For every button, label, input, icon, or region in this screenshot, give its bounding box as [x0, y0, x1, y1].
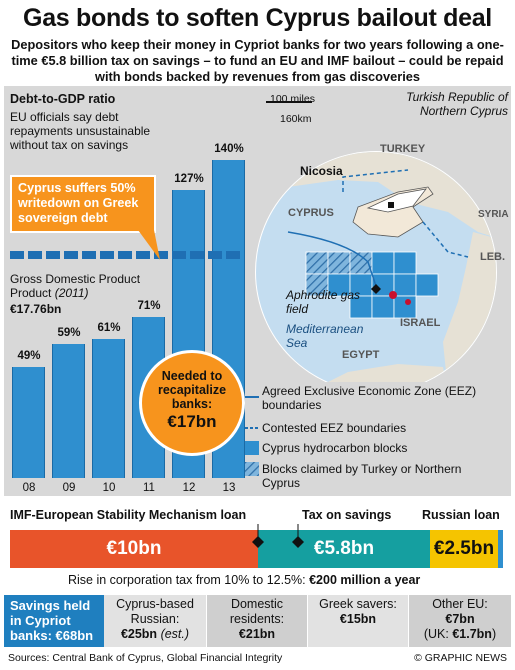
savings-heading: Savings held in Cypriot banks: €68bn	[4, 595, 104, 647]
scale-km: 160km	[280, 113, 312, 125]
savings-russian-value: €25bn	[120, 627, 158, 641]
blocks-legend-label: Cyprus hydrocarbon blocks	[262, 441, 408, 455]
loan-markers	[252, 524, 304, 548]
page-subtitle: Depositors who keep their money in Cypri…	[11, 37, 504, 84]
gdp-reference-line	[10, 251, 242, 259]
savings-greek-value: €15bn	[339, 612, 377, 626]
debt-bar-year-label: 11	[143, 482, 155, 494]
blocks-legend-symbol	[245, 441, 259, 455]
debt-bar	[92, 339, 125, 478]
contested-legend-label: Contested EEZ boundaries	[262, 421, 407, 435]
debt-bar-value-label: 71%	[137, 299, 161, 312]
corp-tax-value: €200 million a year	[309, 573, 421, 587]
callout-pointer	[138, 230, 160, 260]
savings-greek: Greek savers: €15bn	[308, 595, 408, 647]
savings-domestic: Domestic residents: €21bn	[207, 595, 307, 647]
recap-value: €17bn	[167, 412, 217, 431]
eez-boundary	[287, 231, 379, 293]
claimed-legend-label: Blocks claimed by Turkey or Northern Cyp…	[262, 462, 462, 490]
leb-label: LEB.	[480, 251, 506, 263]
debt-bar	[12, 366, 45, 478]
savings-russian: Cyprus-based Russian: €25bn (est.)	[104, 595, 206, 647]
debt-bar-value-label: 127%	[174, 172, 204, 185]
debt-bar-year-label: 13	[222, 482, 236, 494]
recap-line2: recapitalize	[157, 383, 227, 397]
debt-bar-value-label: 49%	[17, 349, 41, 362]
hydrocarbon-blocks	[305, 251, 439, 319]
scale-miles: 100 miles	[270, 93, 315, 105]
debt-bar-value-label: 61%	[97, 322, 121, 335]
israel-gas-field	[389, 291, 397, 299]
savings-russian-label: Cyprus-based Russian:	[116, 597, 194, 626]
gdp-value: €17.76bn	[10, 302, 62, 316]
debt-bar-year-label: 10	[102, 482, 116, 494]
recap-line3: banks:	[171, 397, 213, 411]
claimed-legend-symbol	[245, 462, 259, 476]
chart-note: EU officials say debt repayments unsusta…	[10, 110, 151, 152]
israel-label: ISRAEL	[400, 317, 441, 329]
russian-loan-heading: Russian loan	[422, 508, 500, 522]
debt-bar	[52, 343, 85, 478]
aphrodite-marker	[371, 284, 381, 294]
page-title: Gas bonds to soften Cyprus bailout deal	[23, 4, 492, 32]
savings-other-label: Other EU:	[432, 597, 488, 611]
savings-greek-label: Greek savers:	[319, 597, 397, 611]
savings-domestic-value: €21bn	[238, 627, 276, 641]
egypt-land	[308, 364, 448, 382]
recap-line1: Needed to	[161, 369, 223, 383]
egypt-label: EGYPT	[342, 349, 380, 361]
sources: Sources: Central Bank of Cyprus, Global …	[8, 652, 283, 664]
eez-legend-label: Agreed Exclusive Economic Zone (EEZ) bou…	[262, 384, 477, 412]
northern-cyprus-label: Turkish Republic of Northern Cyprus	[406, 90, 508, 118]
debt-bar-year-label: 08	[22, 482, 36, 494]
tax-heading: Tax on savings	[302, 508, 392, 522]
savings-russian-note: (est.)	[160, 627, 190, 641]
contested-legend-symbol	[245, 427, 259, 429]
imf-loan-bar: €10bn	[10, 530, 258, 568]
turkey-label: TURKEY	[380, 143, 426, 155]
gdp-year: (2011)	[54, 286, 89, 300]
cyprus-map	[255, 101, 497, 382]
aphrodite-label: Aphrodite gas field	[286, 288, 361, 316]
writedown-callout: Cyprus suffers 50% writedown on Greek so…	[10, 175, 156, 233]
debt-bar-year-label: 12	[182, 482, 196, 494]
imf-loan-heading: IMF-European Stability Mechanism loan	[10, 508, 247, 522]
debt-bar-value-label: 140%	[214, 143, 244, 155]
nicosia-marker	[388, 202, 394, 208]
recapitalize-circle: Needed to recapitalize banks: €17bn	[139, 350, 245, 456]
sea-label: Mediterranean Sea	[286, 322, 364, 350]
nicosia-label: Nicosia	[300, 164, 343, 178]
debt-bar-value-label: 59%	[57, 326, 81, 339]
savings-other: Other EU: €7bn (UK: €1.7bn)	[409, 595, 511, 647]
savings-uk-text: (UK:	[423, 627, 449, 641]
savings-uk-close: )	[491, 627, 497, 641]
corp-tax-text: Rise in corporation tax from 10% to 12.5…	[68, 573, 306, 587]
northern-cyprus-area	[366, 188, 427, 213]
savings-domestic-label: Domestic residents:	[229, 597, 285, 626]
chart-heading: Debt-to-GDP ratio	[10, 92, 116, 106]
contested-eez-boundary	[422, 221, 469, 258]
savings-other-value: €7bn	[445, 612, 475, 626]
eez-legend-symbol	[245, 396, 259, 398]
syria-label: SYRIA	[478, 209, 509, 220]
gdp-label: Gross Domestic Product	[10, 272, 141, 286]
savings-uk-value: €1.7bn	[452, 627, 492, 641]
cyprus-label: CYPRUS	[288, 207, 334, 219]
russian-loan-bar: €2.5bn	[430, 530, 498, 568]
credit: © GRAPHIC NEWS	[414, 652, 507, 664]
debt-bar-year-label: 09	[62, 482, 76, 494]
tax-bar: €5.8bn	[258, 530, 430, 568]
corp-tax-bar	[498, 530, 503, 568]
gdp-sub-label: Product	[10, 286, 55, 300]
